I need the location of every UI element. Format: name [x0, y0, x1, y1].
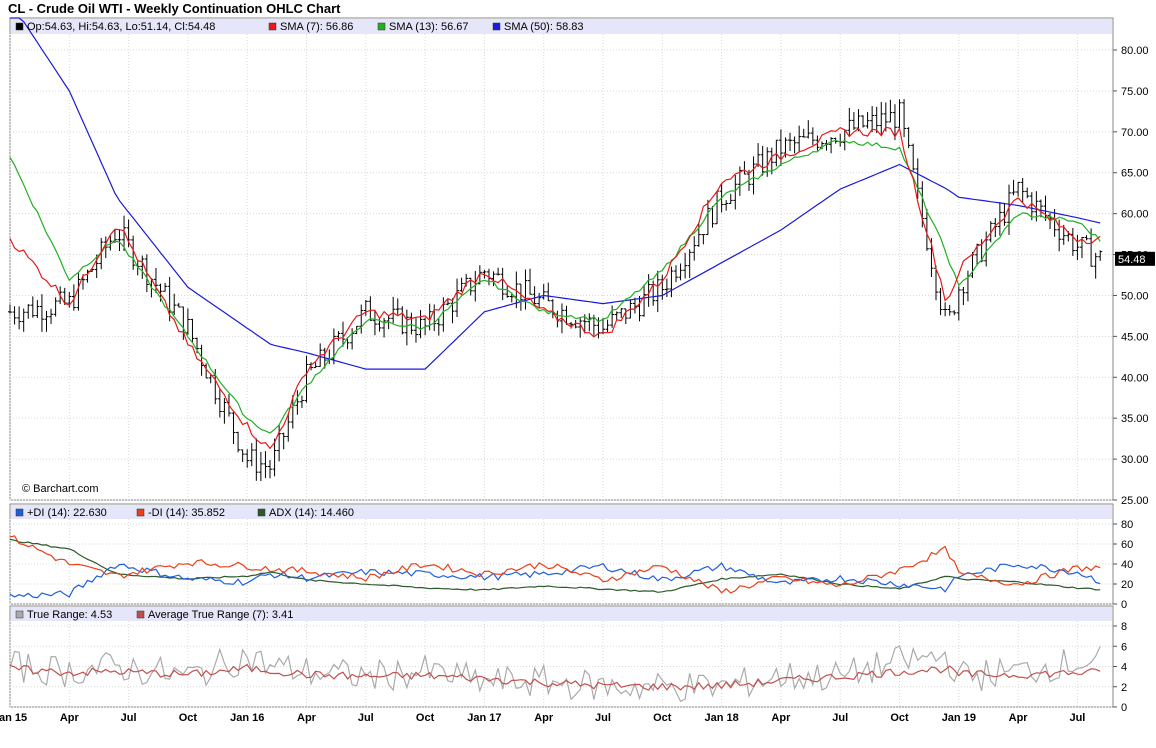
x-tick-label: Jul — [121, 712, 137, 724]
panel-tr — [9, 605, 1114, 708]
y-tick-label: 75.00 — [1121, 86, 1149, 98]
y-tick-label: 6 — [1121, 641, 1127, 653]
x-tick-label: Jan 16 — [230, 712, 264, 724]
panel-price — [9, 17, 1114, 501]
x-tick-label: Oct — [890, 712, 909, 724]
x-tick-label: Oct — [653, 712, 672, 724]
x-tick-label: Jul — [832, 712, 848, 724]
tr-legend-entry: True Range: 4.53 — [27, 609, 112, 621]
y-tick-label: 70.00 — [1121, 127, 1149, 139]
true-range-line — [9, 645, 1101, 703]
y-tick-label: 60.00 — [1121, 209, 1149, 221]
x-tick-label: Jul — [358, 712, 374, 724]
y-tick-label: 20 — [1121, 579, 1133, 591]
y-tick-label: 80 — [1121, 519, 1133, 531]
x-tick-label: Jan 15 — [0, 712, 27, 724]
legend-bar-price — [11, 19, 1112, 34]
x-tick-label: Apr — [297, 712, 317, 724]
y-tick-label: 0 — [1121, 702, 1127, 714]
y-tick-label: 60 — [1121, 539, 1133, 551]
y-tick-label: 25.00 — [1121, 495, 1149, 507]
y-tick-label: 35.00 — [1121, 413, 1149, 425]
price-legend-entry: SMA (13): 56.67 — [389, 21, 469, 33]
adx-line — [9, 538, 1101, 593]
y-tick-label: 8 — [1121, 621, 1127, 633]
x-tick-label: Jan 19 — [942, 712, 976, 724]
chart-title: CL - Crude Oil WTI - Weekly Continuation… — [8, 1, 341, 16]
y-tick-label: 45.00 — [1121, 331, 1149, 343]
atr-line — [9, 663, 1101, 691]
y-tick-label: 4 — [1121, 662, 1127, 674]
y-tick-label: 80.00 — [1121, 45, 1149, 57]
x-tick-label: Apr — [771, 712, 791, 724]
x-tick-label: Apr — [534, 712, 554, 724]
x-tick-label: Jul — [595, 712, 611, 724]
legend-bar-dmi — [11, 505, 1112, 519]
dmi-legend-entry: -DI (14): 35.852 — [148, 507, 225, 519]
x-tick-label: Jan 17 — [467, 712, 501, 724]
dmi-legend-entry: ADX (14): 14.460 — [269, 507, 354, 519]
tr-legend-swatch — [136, 610, 145, 619]
legend-bar-tr — [11, 607, 1112, 621]
y-tick-label: 40 — [1121, 559, 1133, 571]
tr-legend-swatch — [15, 610, 24, 619]
dmi-legend-swatch — [136, 508, 145, 517]
dmi-legend-swatch — [257, 508, 266, 517]
dmi-legend-swatch — [15, 508, 24, 517]
y-tick-label: 40.00 — [1121, 372, 1149, 384]
x-tick-label: Oct — [416, 712, 435, 724]
sma7-line — [9, 126, 1101, 450]
y-tick-label: 30.00 — [1121, 454, 1149, 466]
x-tick-label: Apr — [60, 712, 80, 724]
ohlc-bars — [8, 99, 1103, 482]
price-legend-entry: SMA (7): 56.86 — [280, 21, 353, 33]
x-tick-label: Apr — [1009, 712, 1029, 724]
minus-di-line — [9, 535, 1101, 594]
price-legend-entry: SMA (50): 58.83 — [504, 21, 584, 33]
price-legend-swatch — [15, 22, 24, 31]
price-legend-swatch — [492, 22, 501, 31]
price-legend-entry: Op:54.63, Hi:54.63, Lo:51.14, Cl:54.48 — [27, 21, 215, 33]
x-tick-label: Jan 18 — [704, 712, 738, 724]
dmi-legend-entry: +DI (14): 22.630 — [27, 507, 107, 519]
tr-legend-entry: Average True Range (7): 3.41 — [148, 609, 293, 621]
last-price-label: 54.48 — [1118, 254, 1146, 266]
y-tick-label: 0 — [1121, 599, 1127, 611]
sma50-line — [10, 17, 1101, 370]
price-legend-swatch — [268, 22, 277, 31]
x-tick-label: Jul — [1069, 712, 1085, 724]
y-tick-label: 65.00 — [1121, 168, 1149, 180]
y-tick-label: 50.00 — [1121, 290, 1149, 302]
price-legend-swatch — [377, 22, 386, 31]
last-price-tag — [1115, 251, 1155, 266]
watermark: © Barchart.com — [22, 483, 99, 495]
sma13-line — [9, 139, 1101, 434]
plus-di-line — [9, 562, 1101, 599]
x-tick-label: Oct — [179, 712, 198, 724]
y-tick-label: 2 — [1121, 682, 1127, 694]
